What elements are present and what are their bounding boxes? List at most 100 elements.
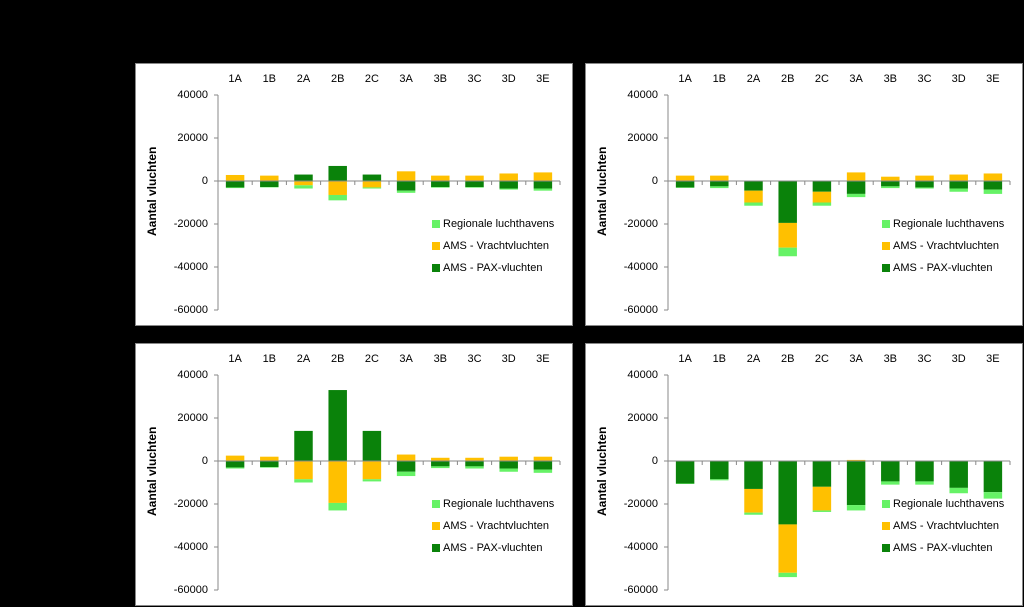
bar — [881, 181, 900, 187]
legend-label: AMS - PAX-vluchten — [443, 262, 542, 274]
bar — [744, 202, 763, 206]
bar — [846, 181, 866, 194]
bar — [362, 461, 382, 480]
bar — [983, 181, 1003, 190]
bar — [499, 181, 518, 189]
legend-swatch — [882, 544, 890, 552]
bar — [396, 454, 416, 461]
y-axis-title: Aantal vluchten — [145, 427, 159, 516]
category-label: 3C — [917, 73, 931, 85]
y-tick-label: 40000 — [627, 89, 658, 101]
legend-swatch — [882, 522, 890, 530]
bar — [846, 461, 866, 506]
legend-swatch — [882, 220, 890, 228]
category-label: 2A — [297, 73, 311, 85]
legend-swatch — [882, 500, 890, 508]
bar — [396, 171, 416, 181]
bar — [533, 172, 553, 181]
bar — [225, 187, 245, 189]
chart-panel: -60000 -40000 -20000 0 20000 40000 1A 1B 2A 2B 2C 3… — [585, 63, 1023, 326]
bar — [465, 181, 484, 188]
legend-swatch — [432, 500, 440, 508]
bar — [710, 175, 729, 181]
bar — [465, 461, 484, 467]
bar — [881, 481, 900, 485]
category-label: 1A — [228, 73, 242, 85]
bar — [431, 175, 450, 181]
chart-panel: -60000 -40000 -20000 0 20000 40000 1A 1B 2A 2B 2C 3… — [585, 343, 1023, 606]
y-tick-label: -20000 — [624, 498, 658, 510]
bar — [881, 186, 900, 189]
legend-label: AMS - Vrachtvluchten — [443, 240, 549, 252]
bar — [812, 202, 832, 206]
y-tick-label: -60000 — [174, 584, 208, 596]
category-label: 1B — [713, 73, 726, 85]
bar — [362, 181, 382, 188]
y-tick-label: -60000 — [624, 584, 658, 596]
bar — [294, 430, 313, 461]
category-label: 2A — [297, 353, 311, 365]
category-label: 3E — [536, 73, 549, 85]
legend-label: Regionale luchthavens — [893, 498, 1005, 510]
bar — [499, 456, 518, 461]
category-label: 3B — [884, 353, 897, 365]
bar — [778, 181, 797, 223]
bar — [499, 188, 518, 190]
y-axis-title: Aantal vluchten — [145, 147, 159, 236]
category-label: 3E — [536, 353, 549, 365]
category-label: 3E — [986, 353, 999, 365]
bar — [983, 461, 1003, 493]
bar — [949, 461, 968, 488]
chart-panel: -60000 -40000 -20000 0 20000 40000 1A 1B 2A 2B 2C 3… — [135, 343, 573, 606]
category-label: 2B — [781, 73, 794, 85]
bar — [675, 175, 695, 181]
bar — [225, 461, 245, 468]
y-tick-label: -60000 — [174, 304, 208, 316]
y-tick-label: -20000 — [174, 498, 208, 510]
category-label: 2C — [365, 353, 379, 365]
category-label: 3B — [434, 353, 447, 365]
bar — [328, 461, 347, 503]
category-label: 2C — [815, 353, 829, 365]
y-tick-label: 0 — [652, 455, 658, 467]
legend-swatch — [432, 264, 440, 272]
bar — [431, 187, 450, 188]
y-axis-title: Aantal vluchten — [595, 147, 609, 236]
legend-swatch — [432, 522, 440, 530]
bar — [431, 466, 450, 469]
bar — [396, 190, 416, 193]
bar — [499, 173, 518, 181]
bar — [744, 461, 763, 489]
bar — [710, 479, 729, 481]
bar — [260, 467, 279, 468]
legend-swatch — [432, 220, 440, 228]
legend-label: Regionale luchthavens — [443, 218, 555, 230]
y-tick-label: 20000 — [177, 132, 208, 144]
bar — [778, 247, 797, 257]
bar — [465, 187, 484, 188]
legend-swatch — [432, 544, 440, 552]
bar — [533, 188, 553, 191]
y-tick-label: -20000 — [174, 218, 208, 230]
bar — [778, 222, 797, 248]
bar — [328, 502, 347, 511]
bar — [881, 461, 900, 482]
bar — [362, 174, 382, 181]
bar — [465, 175, 484, 181]
y-tick-label: 0 — [202, 175, 208, 187]
legend-swatch — [882, 242, 890, 250]
bar — [812, 191, 832, 203]
bar — [225, 467, 245, 469]
bar — [465, 466, 484, 469]
category-label: 3E — [986, 73, 999, 85]
category-label: 3B — [434, 73, 447, 85]
bar — [949, 181, 968, 189]
panel-frame — [135, 343, 573, 606]
category-label: 3A — [399, 353, 413, 365]
y-tick-label: -40000 — [624, 541, 658, 553]
bar — [675, 461, 695, 484]
bar — [778, 572, 797, 578]
y-axis-title: Aantal vluchten — [595, 427, 609, 516]
y-tick-label: 0 — [652, 175, 658, 187]
bar — [362, 479, 382, 482]
